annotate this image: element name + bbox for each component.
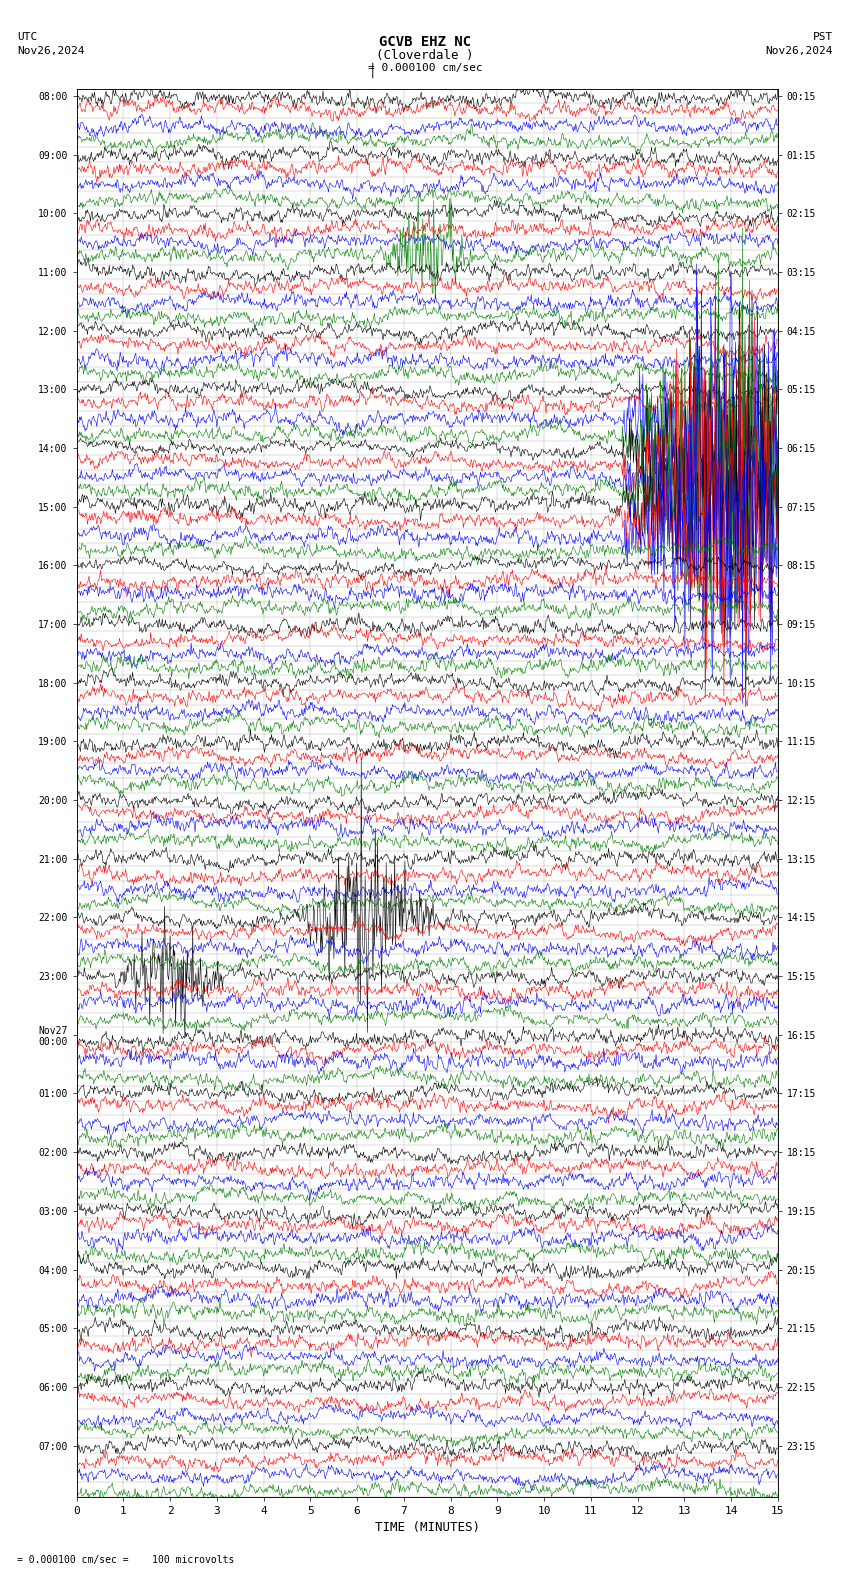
Text: = 0.000100 cm/sec: = 0.000100 cm/sec [367,63,483,73]
Text: = 0.000100 cm/sec =    100 microvolts: = 0.000100 cm/sec = 100 microvolts [17,1555,235,1565]
Text: UTC: UTC [17,32,37,41]
Text: PST: PST [813,32,833,41]
Text: │: │ [369,62,376,78]
Text: GCVB EHZ NC: GCVB EHZ NC [379,35,471,49]
Text: Nov26,2024: Nov26,2024 [766,46,833,55]
X-axis label: TIME (MINUTES): TIME (MINUTES) [375,1522,479,1535]
Text: (Cloverdale ): (Cloverdale ) [377,49,473,62]
Text: Nov26,2024: Nov26,2024 [17,46,84,55]
